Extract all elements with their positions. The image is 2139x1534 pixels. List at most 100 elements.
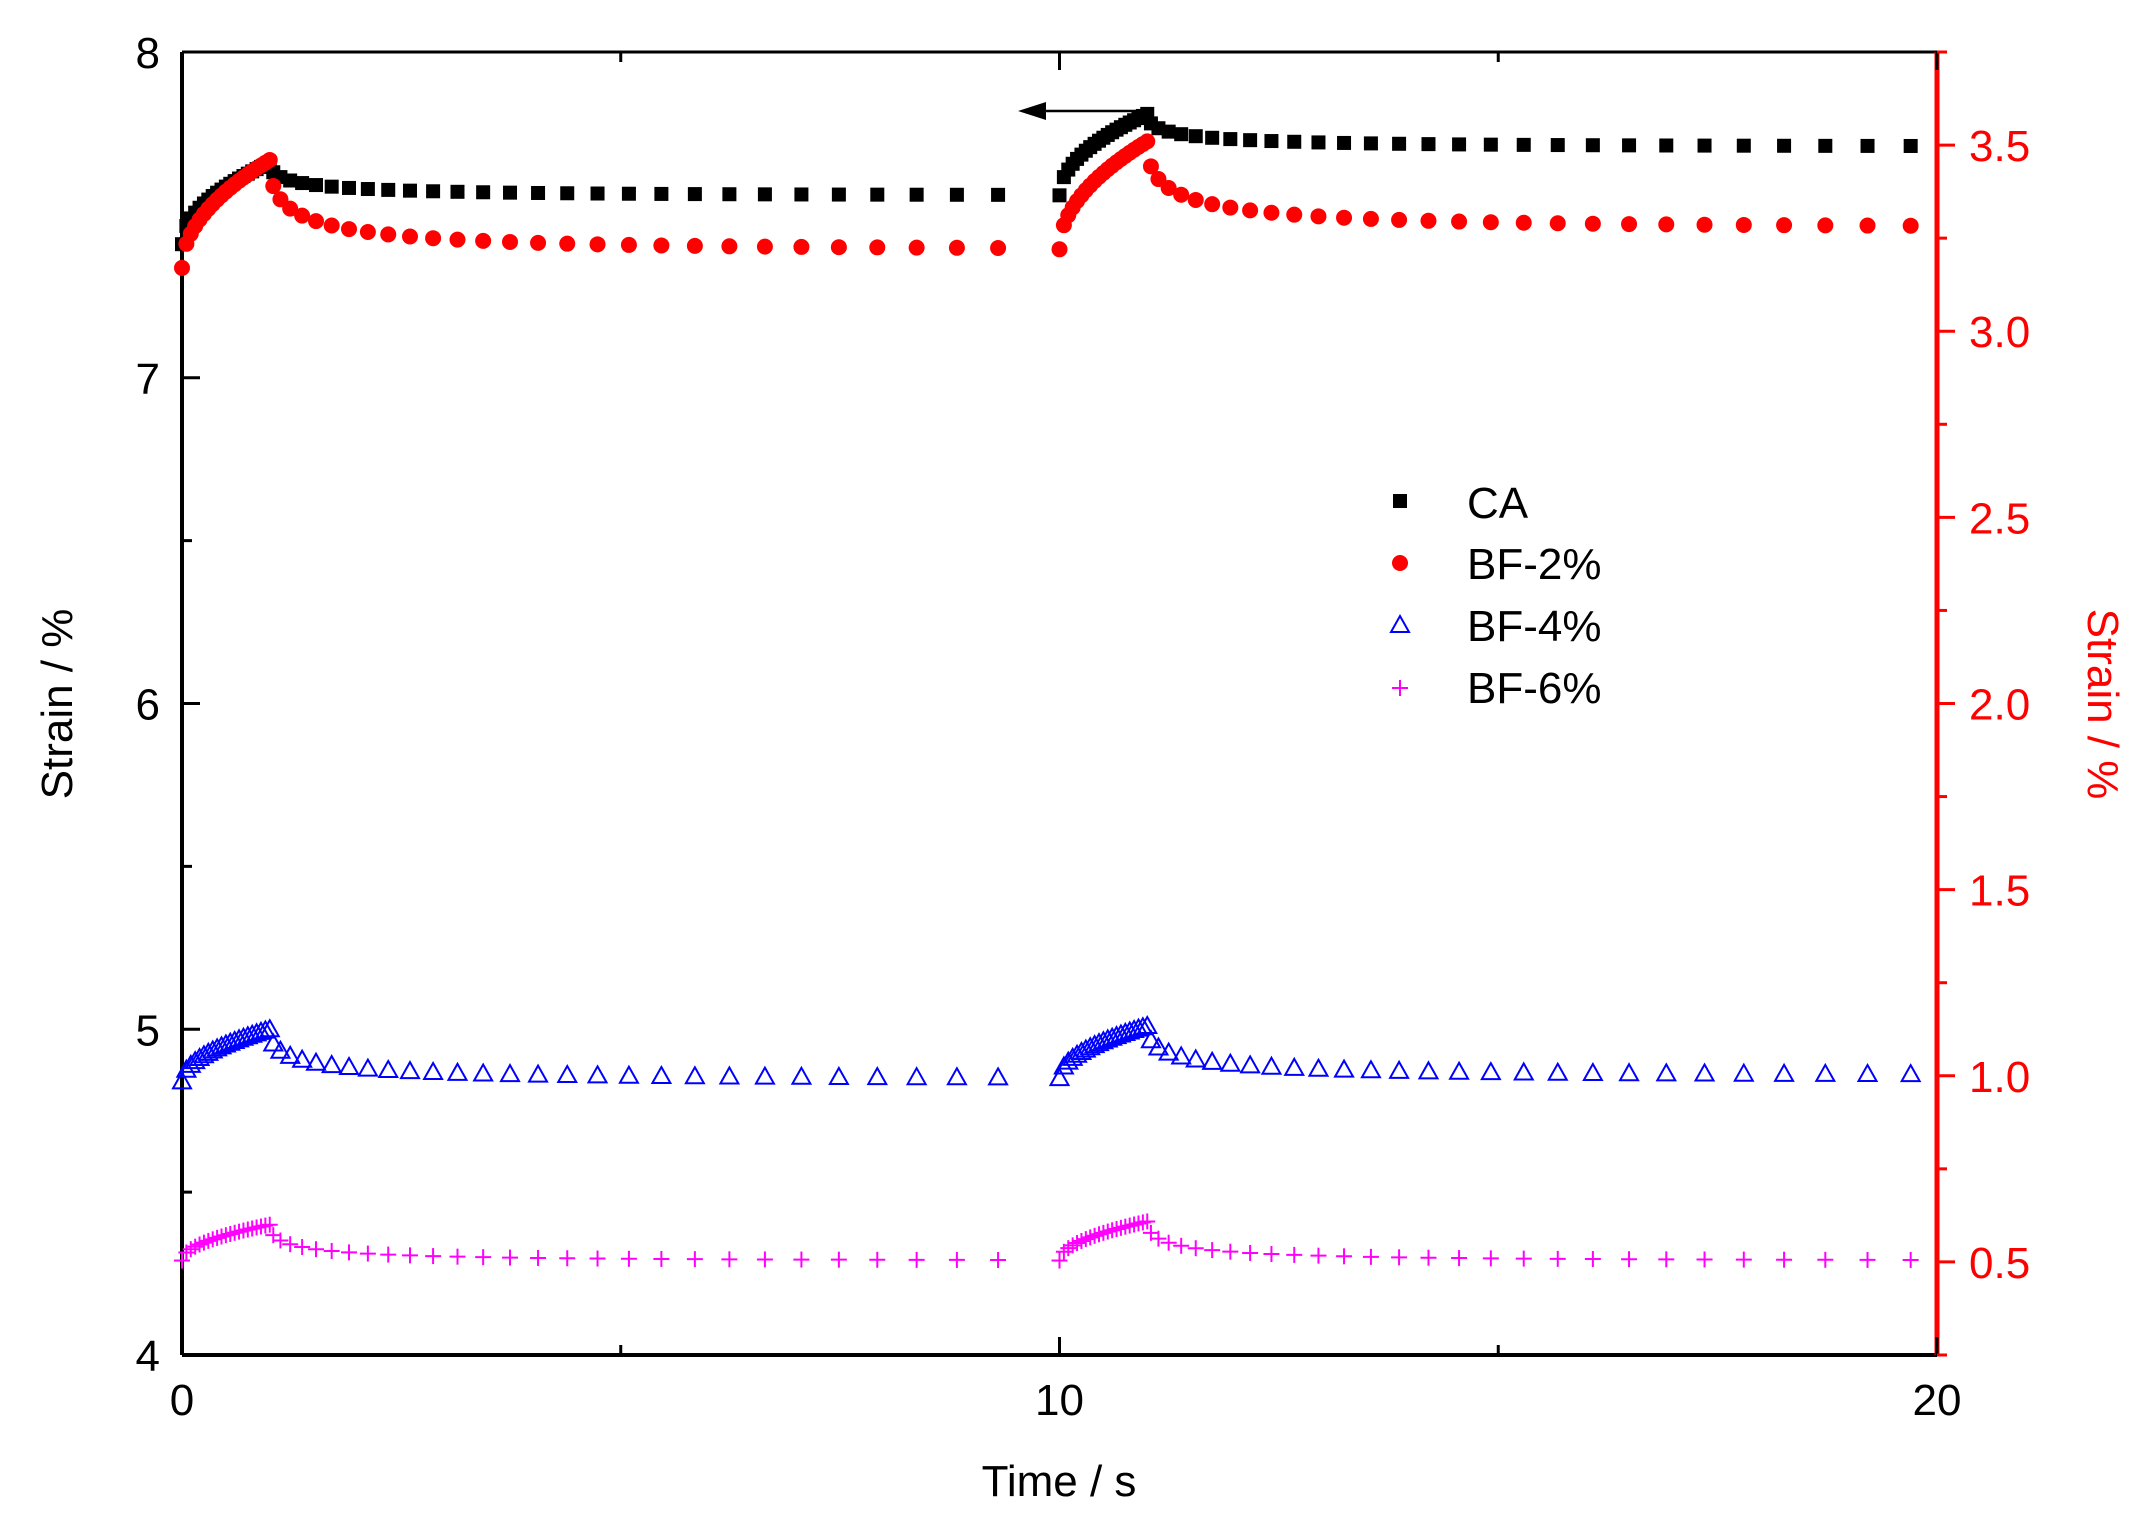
point-bf4 <box>237 1025 259 1045</box>
point-bf2 <box>620 236 637 253</box>
point-bf6 <box>380 1246 397 1263</box>
point-ca <box>1659 138 1674 153</box>
point-ca <box>949 187 964 202</box>
point-bf2 <box>1139 133 1156 150</box>
point-bf4 <box>1170 1045 1192 1065</box>
point-bf6 <box>869 1251 886 1268</box>
point-bf2 <box>869 239 886 256</box>
point-bf4 <box>1092 1030 1115 1050</box>
point-bf4 <box>262 1032 284 1052</box>
point-bf6 <box>990 1251 1007 1268</box>
point-ca <box>722 187 737 202</box>
point-bf4 <box>320 1054 343 1074</box>
point-bf4 <box>269 1039 292 1059</box>
point-ca <box>1392 136 1407 151</box>
point-ca <box>503 185 518 200</box>
point-bf2 <box>1482 214 1499 231</box>
point-bf4 <box>1140 1029 1162 1049</box>
point-bf4 <box>1693 1062 1716 1082</box>
point-ca <box>757 187 772 202</box>
point-bf6 <box>589 1250 606 1267</box>
point-bf4 <box>1582 1061 1604 1081</box>
y-right-tick-label: 0.5 <box>1969 1239 2030 1288</box>
point-bf6 <box>1336 1248 1353 1265</box>
point-ca <box>476 185 491 200</box>
point-bf4 <box>754 1065 776 1085</box>
point-bf6 <box>1482 1250 1499 1267</box>
left-axis-arrow-annotation <box>1018 102 1140 120</box>
point-ca <box>794 187 809 202</box>
point-ca <box>342 180 357 195</box>
point-bf6 <box>620 1250 637 1267</box>
point-bf2 <box>1451 213 1468 230</box>
point-bf6 <box>948 1251 965 1268</box>
point-bf4 <box>1123 1019 1145 1039</box>
legend: CA BF-2% BF-4% BF-6% <box>1389 479 1601 713</box>
point-bf4 <box>527 1063 549 1083</box>
point-bf4 <box>1157 1041 1180 1061</box>
point-bf6 <box>1696 1251 1713 1268</box>
point-bf4 <box>650 1064 673 1084</box>
point-bf6 <box>1139 1213 1156 1230</box>
point-bf6 <box>261 1216 278 1233</box>
point-bf6 <box>559 1250 576 1267</box>
point-bf4 <box>215 1033 237 1053</box>
point-bf6 <box>174 1252 190 1269</box>
point-bf4 <box>279 1044 301 1064</box>
point-bf6 <box>830 1251 847 1268</box>
point-bf6 <box>1621 1251 1638 1268</box>
data-points <box>171 106 1922 1269</box>
point-ca <box>870 187 885 202</box>
point-bf2 <box>830 239 847 256</box>
point-bf6 <box>1310 1247 1327 1264</box>
point-bf2 <box>359 224 376 241</box>
point-bf4 <box>1733 1062 1755 1082</box>
point-bf6 <box>1658 1251 1675 1268</box>
y-left-tick-label: 5 <box>136 1006 160 1055</box>
point-bf2 <box>721 238 738 255</box>
point-bf4 <box>1899 1063 1922 1083</box>
point-bf4 <box>1814 1062 1837 1082</box>
point-ca <box>654 186 669 201</box>
point-ca <box>1697 138 1712 153</box>
point-bf6 <box>1584 1251 1601 1268</box>
point-bf2 <box>502 233 519 250</box>
point-bf4 <box>219 1031 241 1051</box>
point-bf4 <box>254 1019 277 1039</box>
point-bf4 <box>1185 1048 1207 1068</box>
point-ca <box>1585 138 1600 153</box>
point-bf4 <box>1048 1067 1071 1087</box>
point-bf6 <box>1515 1250 1532 1267</box>
point-bf2 <box>589 236 606 253</box>
point-ca <box>1363 136 1378 151</box>
point-bf4 <box>1333 1058 1355 1078</box>
point-bf4 <box>250 1020 272 1040</box>
point-bf6 <box>1420 1249 1437 1266</box>
point-bf4 <box>1417 1060 1440 1080</box>
point-bf2 <box>1362 210 1379 227</box>
point-bf2 <box>1817 217 1834 234</box>
point-bf2 <box>401 228 418 245</box>
point-ca <box>450 184 465 199</box>
point-ca <box>1736 138 1751 153</box>
point-bf4 <box>1110 1023 1132 1043</box>
x-tick-label: 10 <box>1035 1376 1084 1425</box>
point-ca <box>1052 188 1067 203</box>
point-bf4 <box>1388 1059 1410 1079</box>
point-ca <box>309 178 324 193</box>
right-y-axis-title: Strain / % <box>2078 609 2127 800</box>
point-ca <box>1452 137 1467 152</box>
point-ca <box>1264 134 1279 149</box>
point-bf4 <box>1260 1055 1283 1075</box>
point-ca <box>1223 132 1238 147</box>
point-bf2 <box>1051 241 1068 258</box>
point-ca <box>1483 137 1498 152</box>
point-ca <box>324 179 339 194</box>
x-tick-label: 0 <box>170 1376 194 1425</box>
point-bf4 <box>499 1063 521 1083</box>
point-ca <box>687 187 702 202</box>
x-tick-label: 20 <box>1913 1376 1962 1425</box>
point-ca <box>1161 124 1176 139</box>
point-bf2 <box>282 200 299 217</box>
point-bf4 <box>377 1058 399 1078</box>
